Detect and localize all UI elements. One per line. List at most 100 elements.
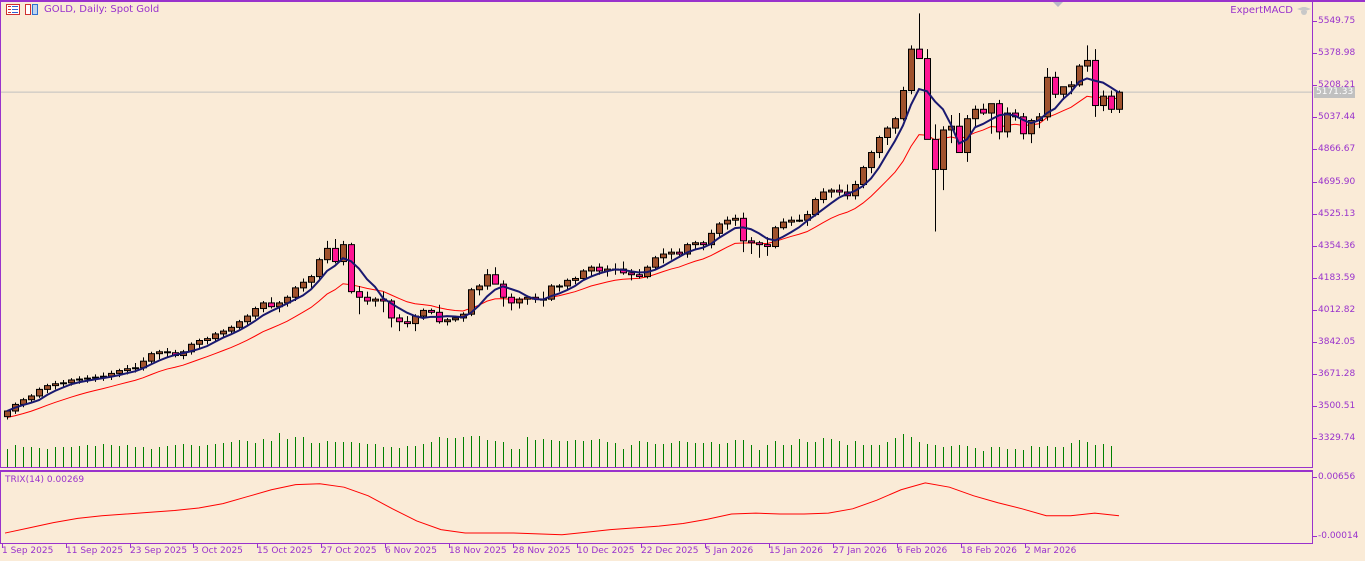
bull-candle [36,388,43,397]
bull-candle [44,385,51,390]
bull-candle [652,257,659,268]
bear-candle [628,272,635,276]
bull-candle [668,251,675,255]
time-tick: 27 Oct 2025 [321,544,377,556]
bull-candle [1044,76,1051,118]
bull-candle [988,103,995,114]
bear-candle [356,291,363,298]
bull-candle [900,90,907,120]
trix-pane[interactable] [0,470,1313,544]
price-tick: 4354.36 [1313,241,1355,251]
bull-candle [52,383,59,387]
price-axis[interactable]: 5549.75 5378.98 5208.21 5037.44 4866.67 4695.… [1313,0,1365,561]
bull-candle [236,321,243,328]
time-tick: 22 Dec 2025 [641,544,699,556]
time-tick: 18 Feb 2026 [961,544,1018,556]
bear-candle [980,108,987,114]
time-tick: 23 Sep 2025 [130,544,188,556]
bull-candle [724,219,731,225]
bull-candle [588,266,595,272]
bull-candle [684,244,691,255]
current-price-tag: 5171.33 [1314,87,1356,98]
bull-candle [580,270,587,279]
bull-candle [212,333,219,340]
bull-candle [884,127,891,138]
price-tick: 5037.44 [1313,112,1355,122]
price-tick: 4183.59 [1313,273,1355,283]
time-tick: 18 Nov 2025 [449,544,507,556]
bull-candle [828,189,835,193]
bull-candle [1100,95,1107,107]
price-tick: 5378.98 [1313,48,1355,58]
bull-candle [572,277,579,281]
fast-moving-average [6,77,1120,412]
list-icon[interactable] [6,4,20,15]
time-tick: 28 Nov 2025 [513,544,571,556]
bear-candle [700,242,707,246]
bull-candle [84,377,91,380]
trix-line [4,482,1120,536]
bull-candle [1076,65,1083,86]
time-tick: 27 Jan 2026 [833,544,887,556]
bull-candle [516,298,523,304]
bull-candle [692,242,699,246]
expert-advisor-label[interactable]: ExpertMACD [1230,5,1311,16]
time-tick: 10 Dec 2025 [577,544,635,556]
time-tick: 15 Jan 2026 [769,544,823,556]
bear-candle [636,274,643,278]
expert-name: ExpertMACD [1230,5,1293,16]
bull-candle [196,340,203,345]
bear-candle [740,217,747,242]
bull-candle [820,191,827,201]
bull-candle [876,136,883,154]
bull-candle [732,217,739,221]
document-icon[interactable] [25,4,39,15]
bull-candle [68,379,75,384]
time-axis[interactable]: 1 Sep 2025 11 Sep 2025 23 Sep 2025 3 Oct 20… [0,544,1313,561]
bull-candle [868,152,875,169]
price-tick: 3329.74 [1313,433,1355,443]
bull-candle [476,285,483,291]
chart-shift-marker[interactable] [1053,2,1063,7]
bear-candle [748,240,755,244]
bull-candle [308,276,315,283]
bull-candle [340,244,347,263]
chart-title-bar: GOLD, Daily: Spot Gold [6,4,159,15]
bull-candle [124,368,131,372]
bull-candle [556,285,563,288]
bull-candle [324,247,331,261]
bull-candle [468,289,475,315]
time-tick: 2 Mar 2026 [1025,544,1077,556]
bull-candle [244,315,251,323]
bull-candle [60,382,67,385]
bear-candle [916,48,923,60]
price-tick: 4866.67 [1313,144,1355,154]
slow-moving-average [6,95,1120,419]
bull-candle [1068,84,1075,88]
bear-candle [332,247,339,263]
bull-candle [796,219,803,222]
trix-indicator-label: TRIX(14) 0.00269 [5,475,85,485]
bull-candle [116,370,123,374]
bull-candle [772,227,779,248]
bear-candle [500,283,507,298]
bear-candle [836,189,843,193]
bear-candle [364,296,371,302]
bull-candle [484,274,491,287]
bull-candle [780,221,787,229]
bear-candle [492,274,499,285]
bull-candle [132,367,139,370]
bull-candle [908,48,915,92]
bull-candle [860,167,867,185]
price-pane[interactable] [0,2,1313,468]
bull-candle [1060,86,1067,95]
bear-candle [932,138,939,170]
bear-candle [1052,76,1059,95]
bull-candle [316,259,323,278]
bear-candle [596,266,603,272]
price-chart-canvas[interactable] [0,0,1313,545]
bear-candle [996,103,1003,133]
time-tick: 15 Oct 2025 [257,544,313,556]
price-tick: 5208.21 [1313,80,1355,90]
bear-candle [764,244,771,248]
